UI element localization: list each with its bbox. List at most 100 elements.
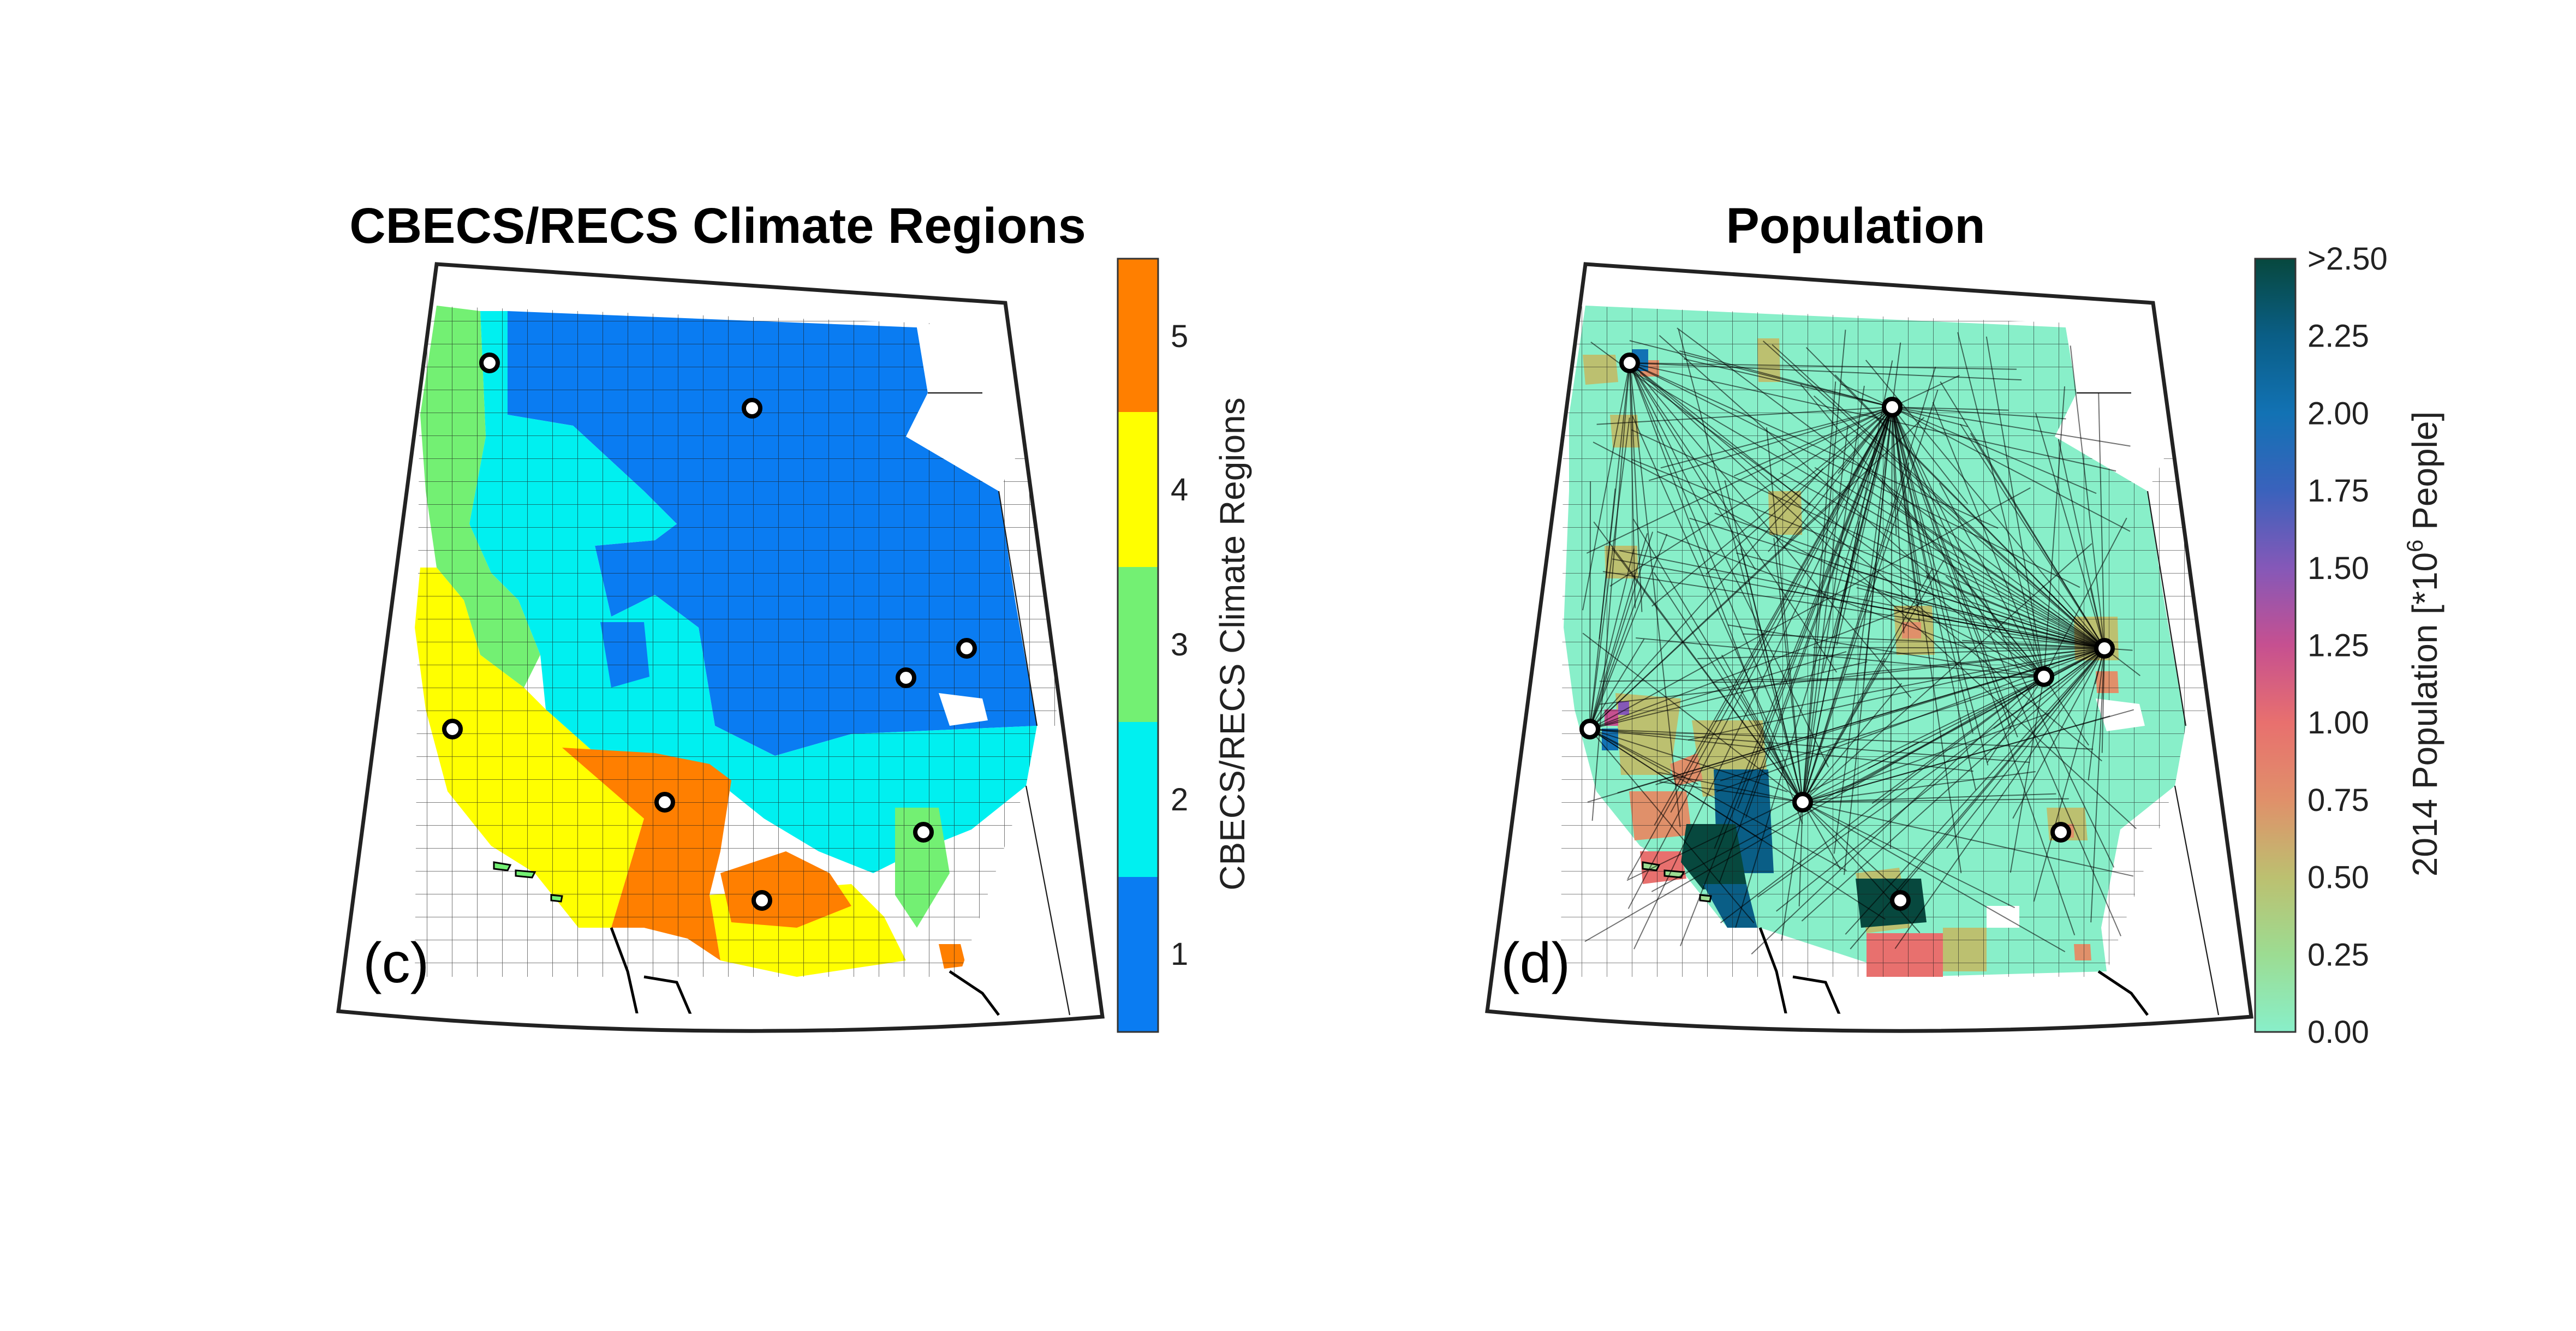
colorbar-d-tick: >2.50 — [2307, 241, 2388, 277]
flow-line — [1957, 332, 2044, 677]
flow-line — [1584, 676, 2044, 942]
flow-line — [1589, 417, 1630, 730]
flow-line — [1660, 407, 1893, 469]
flow-line — [1892, 407, 1962, 874]
flow-line — [1627, 407, 1893, 909]
flow-line — [2058, 439, 2105, 649]
panel-d-map-frame — [1485, 262, 2253, 1033]
flow-line — [1802, 425, 1848, 803]
flow-line — [1599, 648, 2105, 705]
city-marker-denver — [2034, 666, 2054, 687]
flow-line — [1658, 772, 1803, 803]
flow-line — [1766, 427, 1803, 803]
flow-line — [1657, 531, 2044, 677]
city-marker-el-paso — [2050, 822, 2071, 843]
flow-line — [1751, 676, 2044, 955]
flow-line — [1724, 480, 1803, 803]
flow-line — [1956, 572, 2105, 649]
flow-line — [1834, 563, 2105, 649]
panel-d-city-markers — [1579, 353, 2115, 911]
panel-c-colorbar: 1 2 3 4 5 CBECS/RECS Climate Regions — [1117, 258, 1252, 1033]
flow-line — [2035, 413, 2105, 649]
city-marker-north — [742, 398, 762, 419]
flow-line — [1677, 327, 2105, 649]
flow-line — [1892, 407, 2097, 494]
flow-line — [1814, 467, 2105, 649]
flow-line — [2002, 635, 2105, 649]
panel-c-map-frame — [336, 262, 1105, 1033]
flow-line — [1798, 802, 1803, 906]
flow-line — [1629, 362, 1781, 724]
flow-line — [1720, 676, 2044, 781]
colorbar-d-tick: 1.25 — [2307, 628, 2369, 664]
panel-c-title: CBECS/RECS Climate Regions — [349, 198, 1086, 254]
flow-line — [1802, 521, 1860, 803]
flow-line — [1593, 441, 2044, 677]
flow-line — [1780, 588, 2105, 649]
flow-line — [1706, 407, 1893, 575]
flow-line — [1892, 407, 1968, 427]
flow-line — [2043, 517, 2127, 677]
flow-line — [1892, 407, 1973, 734]
colorbar-d-label: 2014 Population [*106 People] — [2402, 411, 2444, 876]
flow-line — [1589, 598, 1936, 730]
flow-line — [1589, 548, 1635, 730]
flow-line — [1633, 407, 1893, 950]
flow-line — [1659, 781, 1803, 803]
flow-line — [1813, 395, 2105, 649]
colorbar-d-tick: 1.50 — [2307, 551, 2369, 586]
flow-line — [1892, 407, 2131, 532]
panel-d-title: Population — [1726, 198, 1985, 254]
flow-line — [2088, 648, 2105, 781]
flow-line — [1781, 802, 1803, 941]
flow-line — [1589, 661, 1868, 730]
flow-line — [1599, 676, 2044, 682]
flow-line — [1892, 407, 2012, 730]
city-marker-seattle — [479, 353, 500, 373]
city-marker-san-francisco — [442, 719, 463, 739]
colorbar-d-tick: 2.00 — [2307, 396, 2369, 431]
city-marker-phoenix — [1890, 890, 1911, 911]
flow-line — [1629, 362, 1803, 824]
flow-line — [1589, 729, 2094, 750]
flow-line — [1582, 632, 1803, 803]
flow-line — [1802, 771, 2036, 803]
flow-line — [1632, 459, 2105, 649]
flow-line — [1892, 407, 2009, 411]
flow-line — [1714, 407, 1893, 849]
flow-line — [1619, 550, 2105, 649]
panel-c-city-markers — [442, 353, 977, 911]
flow-line — [1768, 407, 1893, 552]
flow-line — [1589, 468, 1824, 730]
city-marker-north — [1882, 397, 1903, 417]
flow-line — [1892, 407, 2018, 738]
flow-line — [2042, 586, 2105, 649]
flow-line — [1629, 362, 1999, 529]
flow-line — [1589, 729, 1788, 792]
colorbar-c-tick-3: 3 — [1171, 627, 1188, 662]
flow-line — [1802, 330, 1846, 803]
flow-line — [2043, 386, 2066, 677]
city-marker-omaha — [2094, 638, 2115, 659]
flow-line — [1802, 712, 2050, 803]
flow-line — [1802, 683, 1903, 803]
city-marker-seattle — [1619, 353, 1640, 373]
flow-line — [1894, 648, 2105, 950]
flow-line — [1728, 624, 2044, 677]
flow-line — [1890, 502, 2105, 649]
flow-line — [1589, 729, 1847, 872]
flow-line — [1589, 485, 1850, 730]
flow-line — [1589, 729, 1698, 785]
flow-line — [1776, 648, 2105, 912]
city-marker-omaha — [956, 638, 977, 659]
flow-lines — [1582, 327, 2140, 955]
flow-line — [1945, 576, 2044, 677]
flow-line — [1714, 512, 2105, 649]
colorbar-d-label-prefix: 2014 Population [*10 — [2405, 552, 2444, 876]
flow-line — [1802, 798, 2069, 803]
flow-line — [1959, 423, 2105, 649]
flow-line — [1589, 729, 2030, 763]
colorbar-d-tick: 1.00 — [2307, 705, 2369, 741]
flow-line — [1629, 362, 1829, 768]
flow-line — [1651, 648, 2105, 892]
